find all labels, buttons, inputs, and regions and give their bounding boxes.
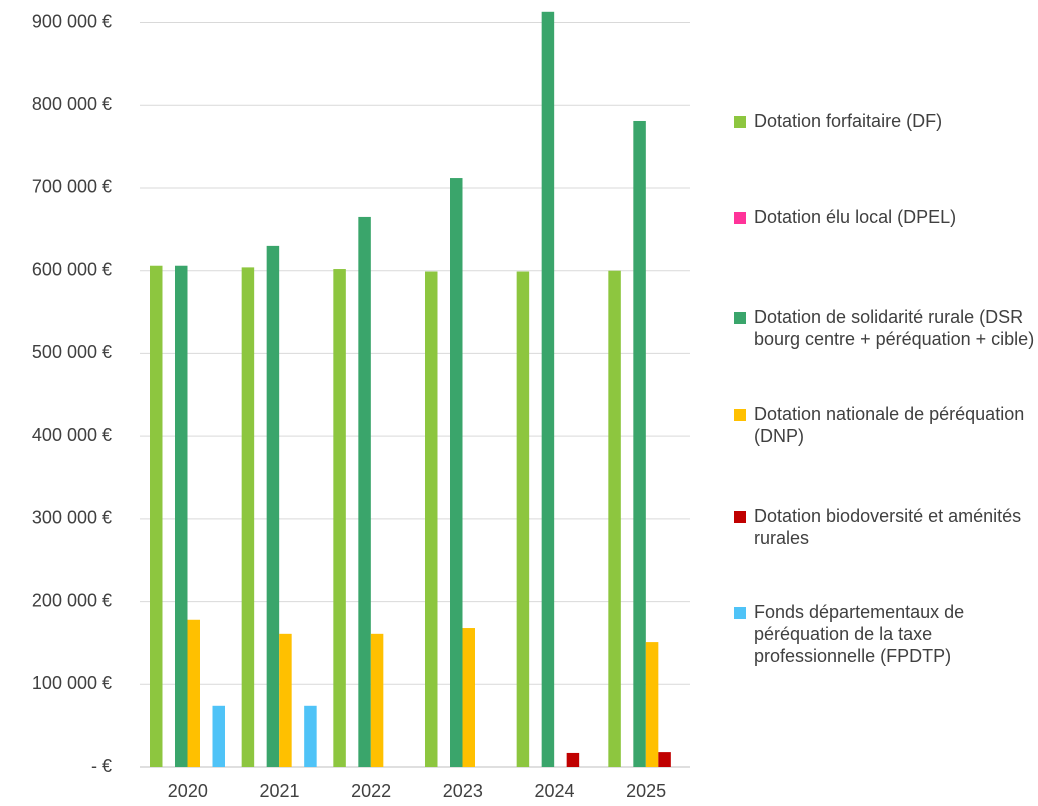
y-tick-label: 500 000 € — [32, 342, 112, 362]
bar — [358, 216, 371, 768]
x-tick-label: 2020 — [168, 781, 208, 801]
bar — [645, 642, 659, 767]
legend-swatch — [734, 511, 746, 523]
y-tick-label: 800 000 € — [32, 94, 112, 114]
bar — [608, 270, 621, 767]
bar — [304, 705, 317, 767]
legend-label: Dotation élu local (DPEL) — [754, 207, 957, 227]
bar — [425, 271, 438, 767]
bar — [450, 178, 463, 767]
y-tick-label: 100 000 € — [32, 673, 112, 693]
y-tick-label: 300 000 € — [32, 508, 112, 528]
bar — [150, 265, 163, 767]
y-tick-label: 900 000 € — [32, 11, 112, 31]
legend-swatch — [734, 312, 746, 324]
legend-item: Dotation de solidarité rurale (DSR bourg… — [734, 306, 1038, 350]
bar — [633, 120, 646, 767]
y-tick-label: 600 000 € — [32, 259, 112, 279]
x-tick-label: 2025 — [626, 781, 666, 801]
legend-item: Dotation nationale de péréquation (DNP) — [734, 403, 1038, 447]
legend-label: Dotation de solidarité rurale (DSR bourg… — [754, 307, 1035, 349]
legend-swatch — [734, 409, 746, 421]
x-tick-label: 2024 — [534, 781, 574, 801]
legend-label: Dotation nationale de péréquation (DNP) — [754, 404, 1025, 446]
legend-item: Fonds départementaux de péréquation de l… — [734, 601, 1038, 667]
bar — [175, 265, 188, 767]
bar — [279, 633, 292, 767]
x-tick-label: 2021 — [259, 781, 299, 801]
y-tick-label: 200 000 € — [32, 590, 112, 610]
bar — [333, 269, 346, 767]
bar — [516, 271, 530, 767]
bar — [266, 245, 280, 767]
bar — [370, 633, 384, 767]
bar — [462, 628, 475, 767]
legend-label: Fonds départementaux de péréquation de l… — [754, 602, 965, 666]
legend-item: Dotation élu local (DPEL) — [734, 206, 1038, 228]
bar — [566, 752, 580, 767]
bar — [541, 11, 555, 767]
legend-swatch — [734, 116, 746, 128]
bar — [658, 752, 671, 767]
bar — [187, 619, 200, 767]
bar — [241, 267, 255, 767]
y-tick-label: 700 000 € — [32, 177, 112, 197]
x-tick-label: 2023 — [443, 781, 483, 801]
legend-label: Dotation biodoversité et aménités rurale… — [754, 506, 1022, 548]
legend-item: Dotation biodoversité et aménités rurale… — [734, 505, 1038, 549]
bar — [212, 705, 225, 767]
legend-item: Dotation forfaitaire (DF) — [734, 110, 1038, 132]
legend-swatch — [734, 212, 746, 224]
legend-swatch — [734, 607, 746, 619]
y-tick-label: - € — [91, 756, 112, 776]
legend-label: Dotation forfaitaire (DF) — [754, 111, 943, 131]
y-tick-label: 400 000 € — [32, 425, 112, 445]
x-tick-label: 2022 — [351, 781, 391, 801]
